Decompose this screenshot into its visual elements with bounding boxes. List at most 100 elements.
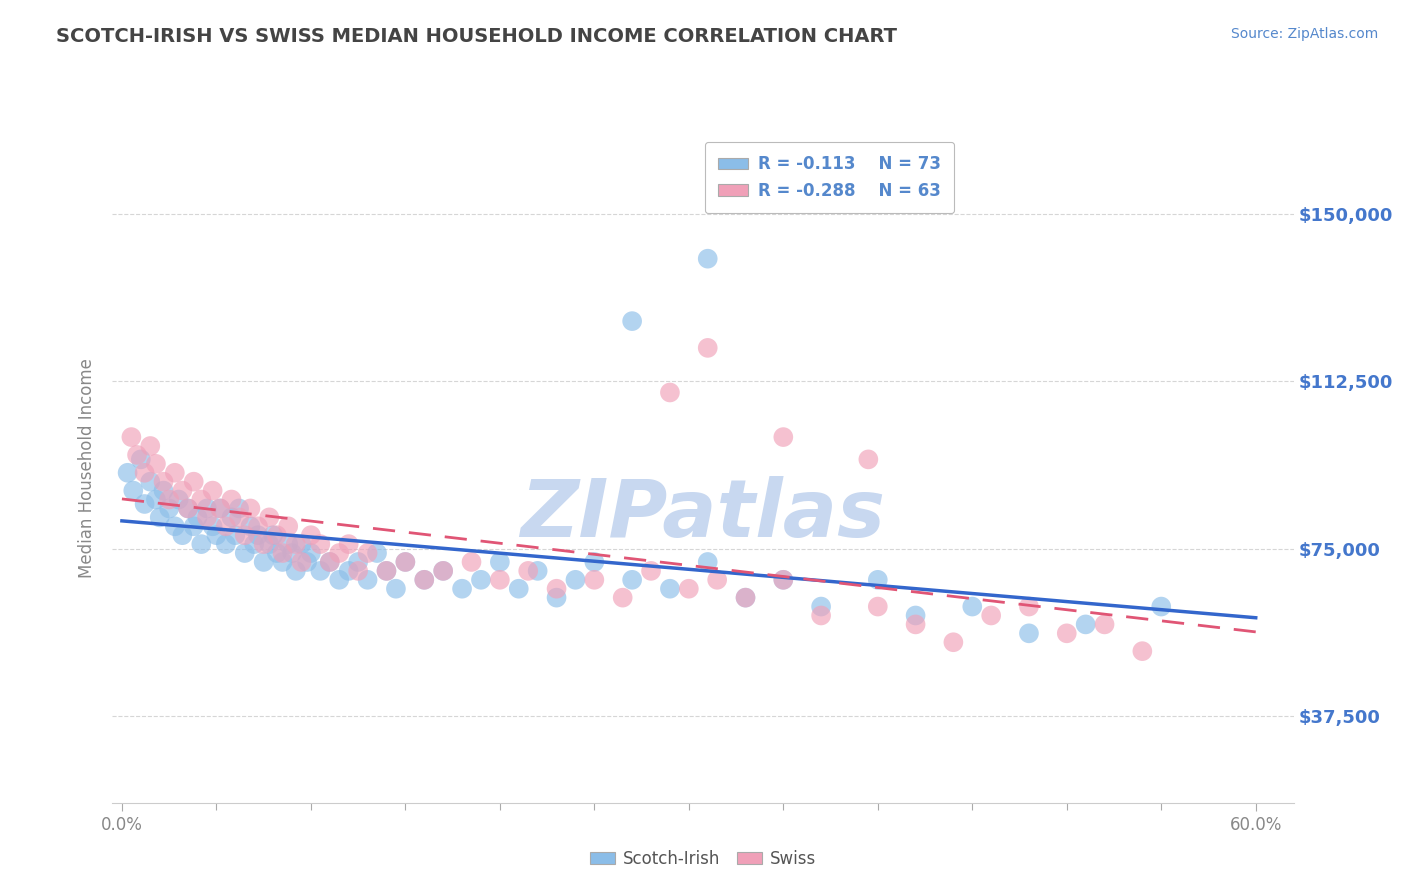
Point (319, 555, 342, 569)
Point (640, 564, 662, 578)
Point (209, 501, 232, 516)
Point (347, 564, 370, 578)
Point (319, 555, 342, 569)
Point (259, 537, 281, 551)
Point (221, 492, 243, 507)
Point (221, 510, 243, 524)
Point (583, 573, 606, 587)
Point (120, 430, 142, 444)
Point (271, 546, 294, 560)
Point (299, 528, 322, 542)
Point (183, 519, 205, 533)
Point (224, 528, 246, 542)
Point (233, 546, 256, 560)
Point (1150, 599, 1173, 614)
Point (658, 385, 681, 400)
Point (205, 528, 228, 542)
Point (451, 582, 474, 596)
Point (858, 452, 880, 467)
Point (201, 519, 224, 533)
Point (163, 519, 186, 533)
Point (366, 546, 388, 560)
Point (129, 452, 152, 467)
Point (980, 608, 1002, 623)
Point (215, 537, 238, 551)
Point (117, 466, 139, 480)
Point (489, 573, 512, 587)
Point (215, 519, 238, 533)
Point (413, 573, 436, 587)
Point (290, 537, 312, 551)
Point (432, 564, 454, 578)
Point (228, 501, 250, 516)
Point (866, 573, 889, 587)
Point (239, 519, 262, 533)
Point (190, 537, 212, 551)
Point (122, 483, 145, 498)
Point (621, 314, 644, 328)
Point (546, 582, 568, 596)
Point (134, 497, 156, 511)
Point (195, 501, 218, 516)
Point (696, 341, 718, 355)
Point (139, 475, 162, 489)
Point (328, 573, 350, 587)
Point (413, 573, 436, 587)
Point (810, 608, 832, 623)
Point (772, 430, 794, 444)
Point (266, 546, 288, 560)
Point (163, 466, 186, 480)
Point (904, 608, 927, 623)
Point (139, 439, 162, 453)
Text: Source: ZipAtlas.com: Source: ZipAtlas.com (1230, 27, 1378, 41)
Point (904, 617, 927, 632)
Point (253, 537, 276, 551)
Point (772, 573, 794, 587)
Y-axis label: Median Household Income: Median Household Income (77, 359, 96, 578)
Point (621, 573, 644, 587)
Point (277, 537, 299, 551)
Point (385, 582, 408, 596)
Point (149, 510, 172, 524)
Point (228, 510, 250, 524)
Point (432, 564, 454, 578)
Point (125, 448, 148, 462)
Point (356, 546, 378, 560)
Point (172, 528, 194, 542)
Point (517, 564, 540, 578)
Point (284, 564, 307, 578)
Point (145, 492, 167, 507)
Point (295, 555, 318, 569)
Point (183, 475, 205, 489)
Point (866, 599, 889, 614)
Point (375, 564, 398, 578)
Point (583, 555, 606, 569)
Point (201, 483, 224, 498)
Point (167, 492, 190, 507)
Point (375, 564, 398, 578)
Point (239, 501, 262, 516)
Point (262, 528, 284, 542)
Point (526, 564, 548, 578)
Point (246, 519, 269, 533)
Point (299, 546, 322, 560)
Point (145, 457, 167, 471)
Point (772, 573, 794, 587)
Point (1094, 617, 1116, 632)
Point (337, 537, 360, 551)
Point (1018, 626, 1040, 640)
Point (259, 510, 281, 524)
Point (177, 501, 200, 516)
Point (309, 564, 332, 578)
Point (696, 252, 718, 266)
Point (152, 483, 174, 498)
Point (266, 528, 288, 542)
Point (678, 582, 700, 596)
Point (190, 492, 212, 507)
Point (564, 573, 586, 587)
Point (1074, 617, 1097, 632)
Point (734, 591, 756, 605)
Point (277, 519, 299, 533)
Text: ZIPatlas: ZIPatlas (520, 476, 886, 554)
Point (612, 591, 634, 605)
